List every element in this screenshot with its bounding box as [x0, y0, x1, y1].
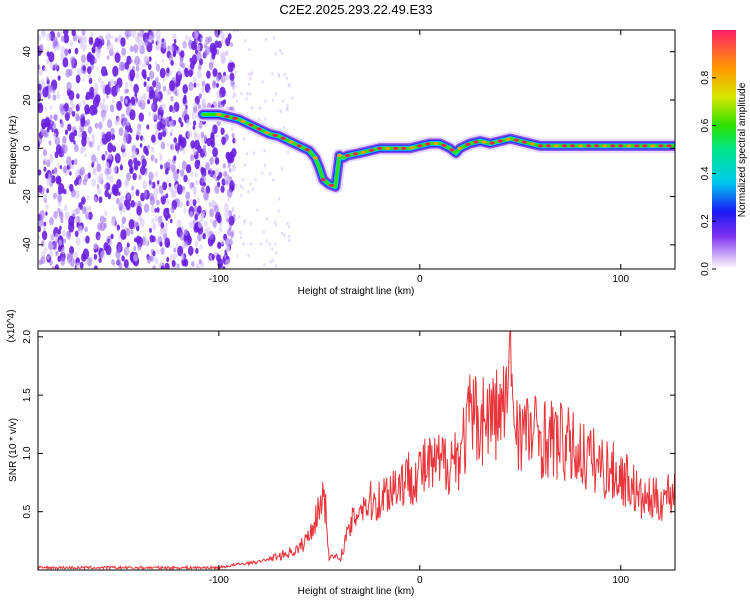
ridge-peak	[336, 153, 342, 158]
ridge-peak	[264, 131, 270, 135]
ridge-peak	[369, 148, 375, 152]
ridge-peak	[658, 144, 664, 148]
x-tick-label: -100	[209, 274, 229, 285]
snr-x-label: Height of straight line (km)	[298, 586, 415, 597]
ridge-peak	[344, 153, 351, 158]
x-tick-label: 100	[612, 274, 629, 285]
ridge-peak	[248, 123, 254, 127]
ridge-peak	[256, 127, 262, 131]
ridge-peak	[360, 150, 367, 154]
snr-frame	[37, 330, 676, 571]
ridge-peak	[393, 146, 399, 150]
ridge-peak	[634, 144, 640, 148]
snr-y-multiplier: (x10^4)	[6, 309, 17, 342]
ridge-peak	[569, 144, 576, 148]
snr-panel: -100 0 100 0.5 1.0 1.5 2.0 Height of straight …	[6, 309, 676, 597]
colorbar: 0.0 0.2 0.4 0.6 0.8 Normalized spectral ampl…	[700, 30, 748, 276]
ridge-peak	[497, 139, 503, 143]
snr-y-label: SNR (10 * v/v)	[8, 418, 19, 482]
ridge-peak	[312, 156, 318, 160]
colorbar-label: Normalized spectral amplitude	[737, 82, 748, 217]
ridge-peak	[409, 146, 415, 150]
ridge-peak	[385, 146, 391, 150]
colorbar-gradient	[712, 30, 736, 269]
ridge-peak	[328, 183, 334, 187]
ridge-peak	[232, 116, 238, 120]
ridge-peak	[545, 144, 552, 148]
ridge-peak	[352, 152, 359, 156]
ridge-peak	[561, 144, 568, 148]
ridge-peak	[449, 148, 455, 152]
spectrogram-panel: -100 0 100 -40 -20 0 20 40 Height of straight l…	[8, 29, 676, 297]
ridge-peak	[320, 178, 326, 182]
spectrogram-x-label: Height of straight line (km)	[298, 286, 415, 297]
x-tick-label: 0	[417, 274, 423, 285]
colorbar-tick-label: 0.2	[700, 214, 711, 228]
ridge-peak	[377, 146, 383, 150]
y-tick-label: 20	[22, 94, 33, 106]
ridge-peak	[537, 144, 544, 148]
colorbar-tick-label: 0.8	[700, 70, 711, 84]
ridge-peak	[529, 142, 535, 146]
y-tick-label: -40	[22, 237, 33, 252]
ridge-peak	[216, 112, 222, 117]
spectrogram-y-label: Frequency (Hz)	[8, 116, 19, 185]
ridge-peak	[513, 138, 519, 142]
ridge-peak	[240, 119, 246, 123]
ridge-peak	[465, 142, 471, 146]
ridge-peak	[586, 144, 592, 148]
ridge-peak	[296, 144, 302, 148]
colorbar-tick-label: 0.6	[700, 118, 711, 132]
spectrogram-frame	[37, 29, 676, 270]
ridge-peak	[280, 136, 286, 140]
y-tick-label: -20	[22, 189, 33, 204]
y-tick-label: 2.0	[22, 329, 33, 343]
noise-speckle	[38, 30, 294, 269]
chart-title: C2E2.2025.293.22.49.E33	[279, 2, 432, 17]
ridge-peak	[288, 140, 294, 144]
ridge-peak	[224, 114, 230, 118]
ridge-peak	[304, 148, 310, 152]
ridge-peak	[610, 144, 616, 148]
ridge-peak	[650, 144, 656, 148]
ridge-peak	[272, 133, 278, 137]
ridge-peak	[602, 144, 608, 148]
ridge-peak	[481, 140, 487, 144]
ridge-peak	[425, 142, 431, 146]
ridge-peak	[553, 144, 560, 148]
ridge-peak	[457, 146, 463, 150]
x-tick-label: 0	[417, 575, 423, 586]
ridge-peak	[417, 144, 423, 148]
ridge-peak	[505, 137, 511, 141]
colorbar-tick-label: 0.4	[700, 166, 711, 180]
ridge-peak	[473, 140, 479, 144]
ridge-peak	[578, 144, 584, 148]
x-tick-label: -100	[209, 575, 229, 586]
signal-ridge	[195, 107, 675, 194]
y-tick-label: 1.0	[22, 446, 33, 460]
y-tick-label: 40	[22, 46, 33, 58]
y-tick-label: 1.5	[22, 388, 33, 402]
ridge-peak	[666, 144, 672, 148]
ridge-peak	[401, 146, 407, 150]
ridge-peak	[521, 140, 527, 144]
y-tick-label: 0.5	[22, 504, 33, 518]
ridge-peak	[433, 141, 439, 146]
ridge-peak	[626, 144, 632, 148]
ridge-peak	[618, 144, 624, 148]
snr-series-line	[38, 331, 675, 570]
ridge-peak	[594, 144, 600, 148]
colorbar-tick-label: 0.0	[700, 262, 711, 276]
ridge-peak	[489, 141, 495, 145]
y-tick-label: 0	[22, 145, 33, 151]
ridge-peak	[441, 143, 447, 147]
x-tick-label: 100	[612, 575, 629, 586]
ridge-peak	[642, 144, 648, 148]
